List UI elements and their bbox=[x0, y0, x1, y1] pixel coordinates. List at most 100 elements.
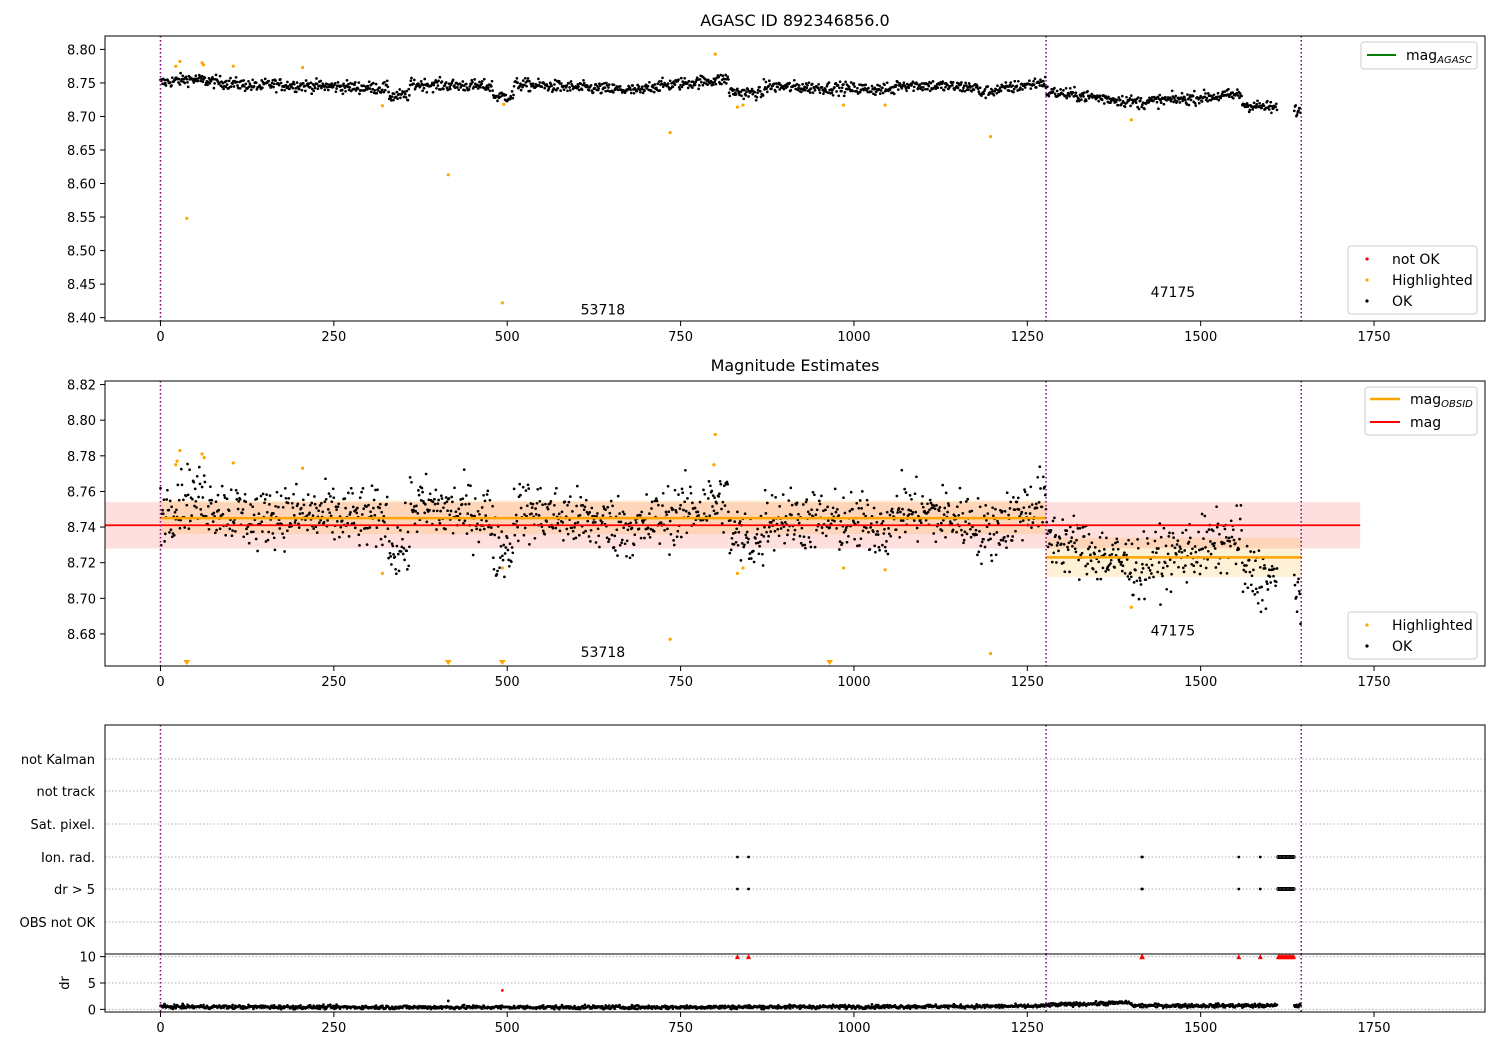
agasc-ok-point bbox=[680, 85, 684, 89]
agasc-ok-point bbox=[1118, 98, 1122, 102]
estimates-ok-point bbox=[399, 529, 402, 532]
agasc-y-tick-label: 8.65 bbox=[67, 144, 96, 159]
agasc-ok-point bbox=[959, 83, 963, 86]
estimates-ok-point bbox=[942, 513, 946, 516]
agasc-ok-point bbox=[1138, 99, 1142, 103]
estimates-ok-point bbox=[1261, 598, 1264, 602]
estimates-ok-point bbox=[995, 531, 999, 534]
estimates-ok-point bbox=[279, 494, 283, 498]
estimates-ok-point bbox=[1184, 564, 1187, 567]
estimates-ok-point bbox=[519, 493, 522, 497]
agasc-ok-point bbox=[288, 87, 291, 91]
estimates-ok-point bbox=[489, 526, 493, 529]
agasc-ok-point bbox=[1100, 98, 1104, 102]
estimates-ok-point bbox=[1215, 525, 1219, 529]
agasc-legend-top-box bbox=[1360, 41, 1478, 70]
estimates-ok-point bbox=[653, 499, 657, 503]
estimates-ok-point bbox=[1161, 574, 1164, 578]
estimates-ok-point bbox=[711, 505, 714, 508]
agasc-ok-point bbox=[252, 85, 256, 88]
agasc-ok-point bbox=[478, 85, 482, 89]
estimates-ok-point bbox=[817, 499, 821, 503]
agasc-ok-point bbox=[214, 73, 218, 77]
estimates-ok-point bbox=[1253, 593, 1257, 596]
estimates-ok-point bbox=[1114, 553, 1118, 557]
estimates-ok-point bbox=[1224, 536, 1228, 539]
agasc-ok-point bbox=[352, 87, 356, 91]
agasc-ok-point bbox=[1120, 94, 1124, 98]
agasc-ok-point bbox=[1090, 92, 1094, 96]
flag-point bbox=[1141, 855, 1144, 859]
agasc-ok-point bbox=[758, 90, 762, 93]
estimates-ok-point bbox=[445, 500, 449, 504]
flag-point bbox=[1237, 887, 1241, 891]
estimates-ok-point bbox=[658, 542, 662, 545]
estimates-ok-point bbox=[352, 521, 356, 525]
agasc-ok-point bbox=[224, 85, 228, 89]
estimates-ok-point bbox=[500, 530, 504, 533]
estimates-legend-obsid-label: magOBSID bbox=[1410, 392, 1473, 410]
estimates-ok-point bbox=[170, 535, 174, 539]
agasc-ok-point bbox=[970, 89, 974, 93]
agasc-ok-point bbox=[1034, 86, 1038, 89]
estimates-ok-point bbox=[220, 484, 224, 488]
agasc-ok-point bbox=[960, 81, 963, 84]
estimates-ok-point bbox=[1153, 539, 1157, 543]
estimates-ok-point bbox=[1251, 589, 1255, 593]
agasc-ok-point bbox=[490, 79, 494, 83]
estimates-ok-point bbox=[1029, 485, 1033, 489]
estimates-ok-point bbox=[1242, 568, 1246, 572]
estimates-ok-point bbox=[374, 488, 377, 492]
agasc-ok-point bbox=[375, 91, 379, 95]
estimates-ok-point bbox=[731, 532, 735, 535]
estimates-ok-point bbox=[331, 531, 334, 534]
agasc-ok-point bbox=[201, 80, 205, 84]
estimates-ok-point bbox=[553, 503, 556, 507]
agasc-ok-point bbox=[743, 88, 746, 92]
estimates-ok-point bbox=[428, 492, 432, 496]
estimates-ok-point bbox=[712, 509, 716, 513]
dr-ok-point bbox=[959, 1003, 963, 1006]
agasc-ok-point bbox=[840, 86, 844, 90]
estimates-ok-point bbox=[506, 548, 510, 552]
estimates-ok-point bbox=[572, 537, 576, 541]
estimates-ok-point bbox=[473, 497, 477, 500]
agasc-ok-point bbox=[559, 82, 563, 85]
agasc-ok-point bbox=[992, 93, 996, 97]
estimates-ok-point bbox=[851, 507, 854, 511]
estimates-highlighted-point bbox=[200, 452, 204, 456]
estimates-ok-point bbox=[1129, 575, 1133, 579]
dr-ok-point bbox=[876, 1003, 880, 1007]
estimates-ok-point bbox=[743, 543, 746, 547]
estimates-ok-point bbox=[1050, 543, 1053, 547]
estimates-ok-point bbox=[240, 511, 244, 515]
estimates-ok-point bbox=[1081, 526, 1085, 529]
estimates-ok-point bbox=[886, 552, 890, 556]
estimates-ok-point bbox=[339, 525, 343, 529]
estimates-ok-point bbox=[793, 528, 797, 532]
estimates-ok-point bbox=[385, 502, 388, 506]
estimates-ok-point bbox=[1013, 508, 1017, 512]
agasc-ok-point bbox=[199, 79, 203, 83]
estimates-ok-point bbox=[161, 512, 165, 516]
estimates-ok-point bbox=[519, 506, 523, 510]
estimates-ok-point bbox=[1000, 509, 1004, 513]
agasc-ok-point bbox=[392, 92, 396, 96]
estimates-ok-point bbox=[1170, 544, 1174, 547]
agasc-ok-point bbox=[720, 82, 723, 86]
estimates-ok-point bbox=[1214, 566, 1218, 569]
agasc-ok-point bbox=[1204, 92, 1207, 95]
agasc-ok-point bbox=[562, 88, 566, 92]
estimates-ok-point bbox=[1177, 565, 1180, 569]
estimates-ok-point bbox=[406, 568, 409, 571]
estimates-ok-point bbox=[629, 521, 632, 525]
estimates-ok-point bbox=[1040, 505, 1044, 509]
estimates-ok-point bbox=[372, 506, 375, 510]
estimates-ok-point bbox=[234, 530, 237, 533]
estimates-ok-point bbox=[944, 491, 948, 495]
agasc-ok-point bbox=[423, 77, 427, 81]
estimates-ok-point bbox=[1123, 572, 1127, 575]
estimates-ok-point bbox=[406, 530, 410, 534]
estimates-ok-point bbox=[904, 491, 908, 494]
agasc-ok-point bbox=[607, 86, 610, 89]
